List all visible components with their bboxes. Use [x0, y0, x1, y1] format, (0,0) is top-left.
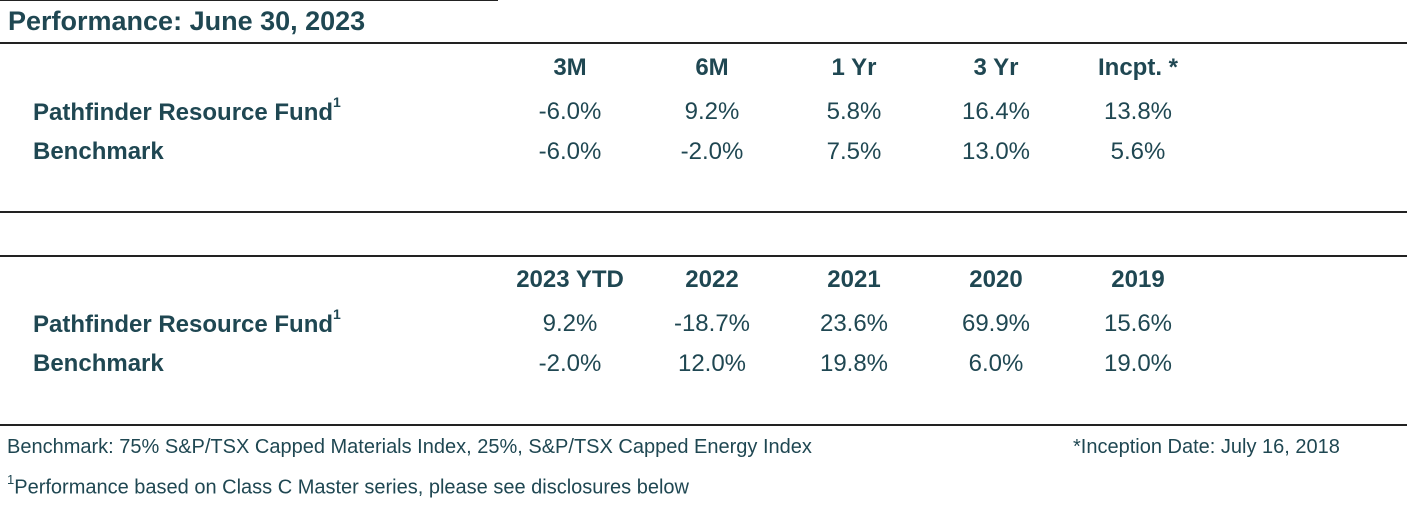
top-border — [0, 0, 498, 1]
table-cell: 5.6% — [1110, 138, 1166, 165]
table-cell: 7.5% — [826, 138, 882, 165]
benchmark-note: Benchmark: 75% S&P/TSX Capped Materials … — [7, 436, 812, 458]
table-cell: -6.0% — [538, 98, 602, 125]
column-header: 2021 — [827, 266, 881, 293]
column-header: 3 Yr — [973, 54, 1019, 81]
row-label-fund: Pathfinder Resource Fund1 — [33, 94, 341, 126]
divider — [0, 211, 1407, 213]
table-cell: -2.0% — [680, 138, 744, 165]
table-cell: 15.6% — [1103, 310, 1173, 337]
table-cell: -6.0% — [538, 138, 602, 165]
table-cell: 12.0% — [677, 350, 747, 377]
divider — [0, 255, 1407, 257]
page-title: Performance: June 30, 2023 — [8, 6, 366, 36]
column-header: 3M — [553, 54, 587, 81]
column-header: Incpt. * — [1097, 54, 1178, 81]
column-header: 2023 YTD — [516, 266, 624, 293]
table-cell: 19.0% — [1103, 350, 1173, 377]
column-header: 2019 — [1111, 266, 1165, 293]
table-cell: 13.8% — [1103, 98, 1173, 125]
row-label-benchmark: Benchmark — [33, 138, 164, 165]
divider — [0, 42, 1407, 44]
column-header: 6M — [695, 54, 729, 81]
table-cell: 16.4% — [961, 98, 1031, 125]
table-cell: 9.2% — [684, 98, 740, 125]
divider — [0, 424, 1407, 426]
table-cell: 5.8% — [826, 98, 882, 125]
table-cell: 13.0% — [961, 138, 1031, 165]
table-cell: 69.9% — [961, 310, 1031, 337]
table-cell: 6.0% — [968, 350, 1024, 377]
column-header: 2020 — [969, 266, 1023, 293]
column-header: 1 Yr — [831, 54, 877, 81]
inception-note: *Inception Date: July 16, 2018 — [1073, 436, 1340, 458]
row-label-fund: Pathfinder Resource Fund1 — [33, 306, 341, 338]
table-cell: -2.0% — [538, 350, 602, 377]
footnote: 1Performance based on Class C Master ser… — [7, 472, 689, 499]
table-cell: 9.2% — [542, 310, 598, 337]
table-cell: 23.6% — [819, 310, 889, 337]
column-header: 2022 — [685, 266, 739, 293]
row-label-benchmark: Benchmark — [33, 350, 164, 377]
table-cell: 19.8% — [819, 350, 889, 377]
table-cell: -18.7% — [673, 310, 751, 337]
